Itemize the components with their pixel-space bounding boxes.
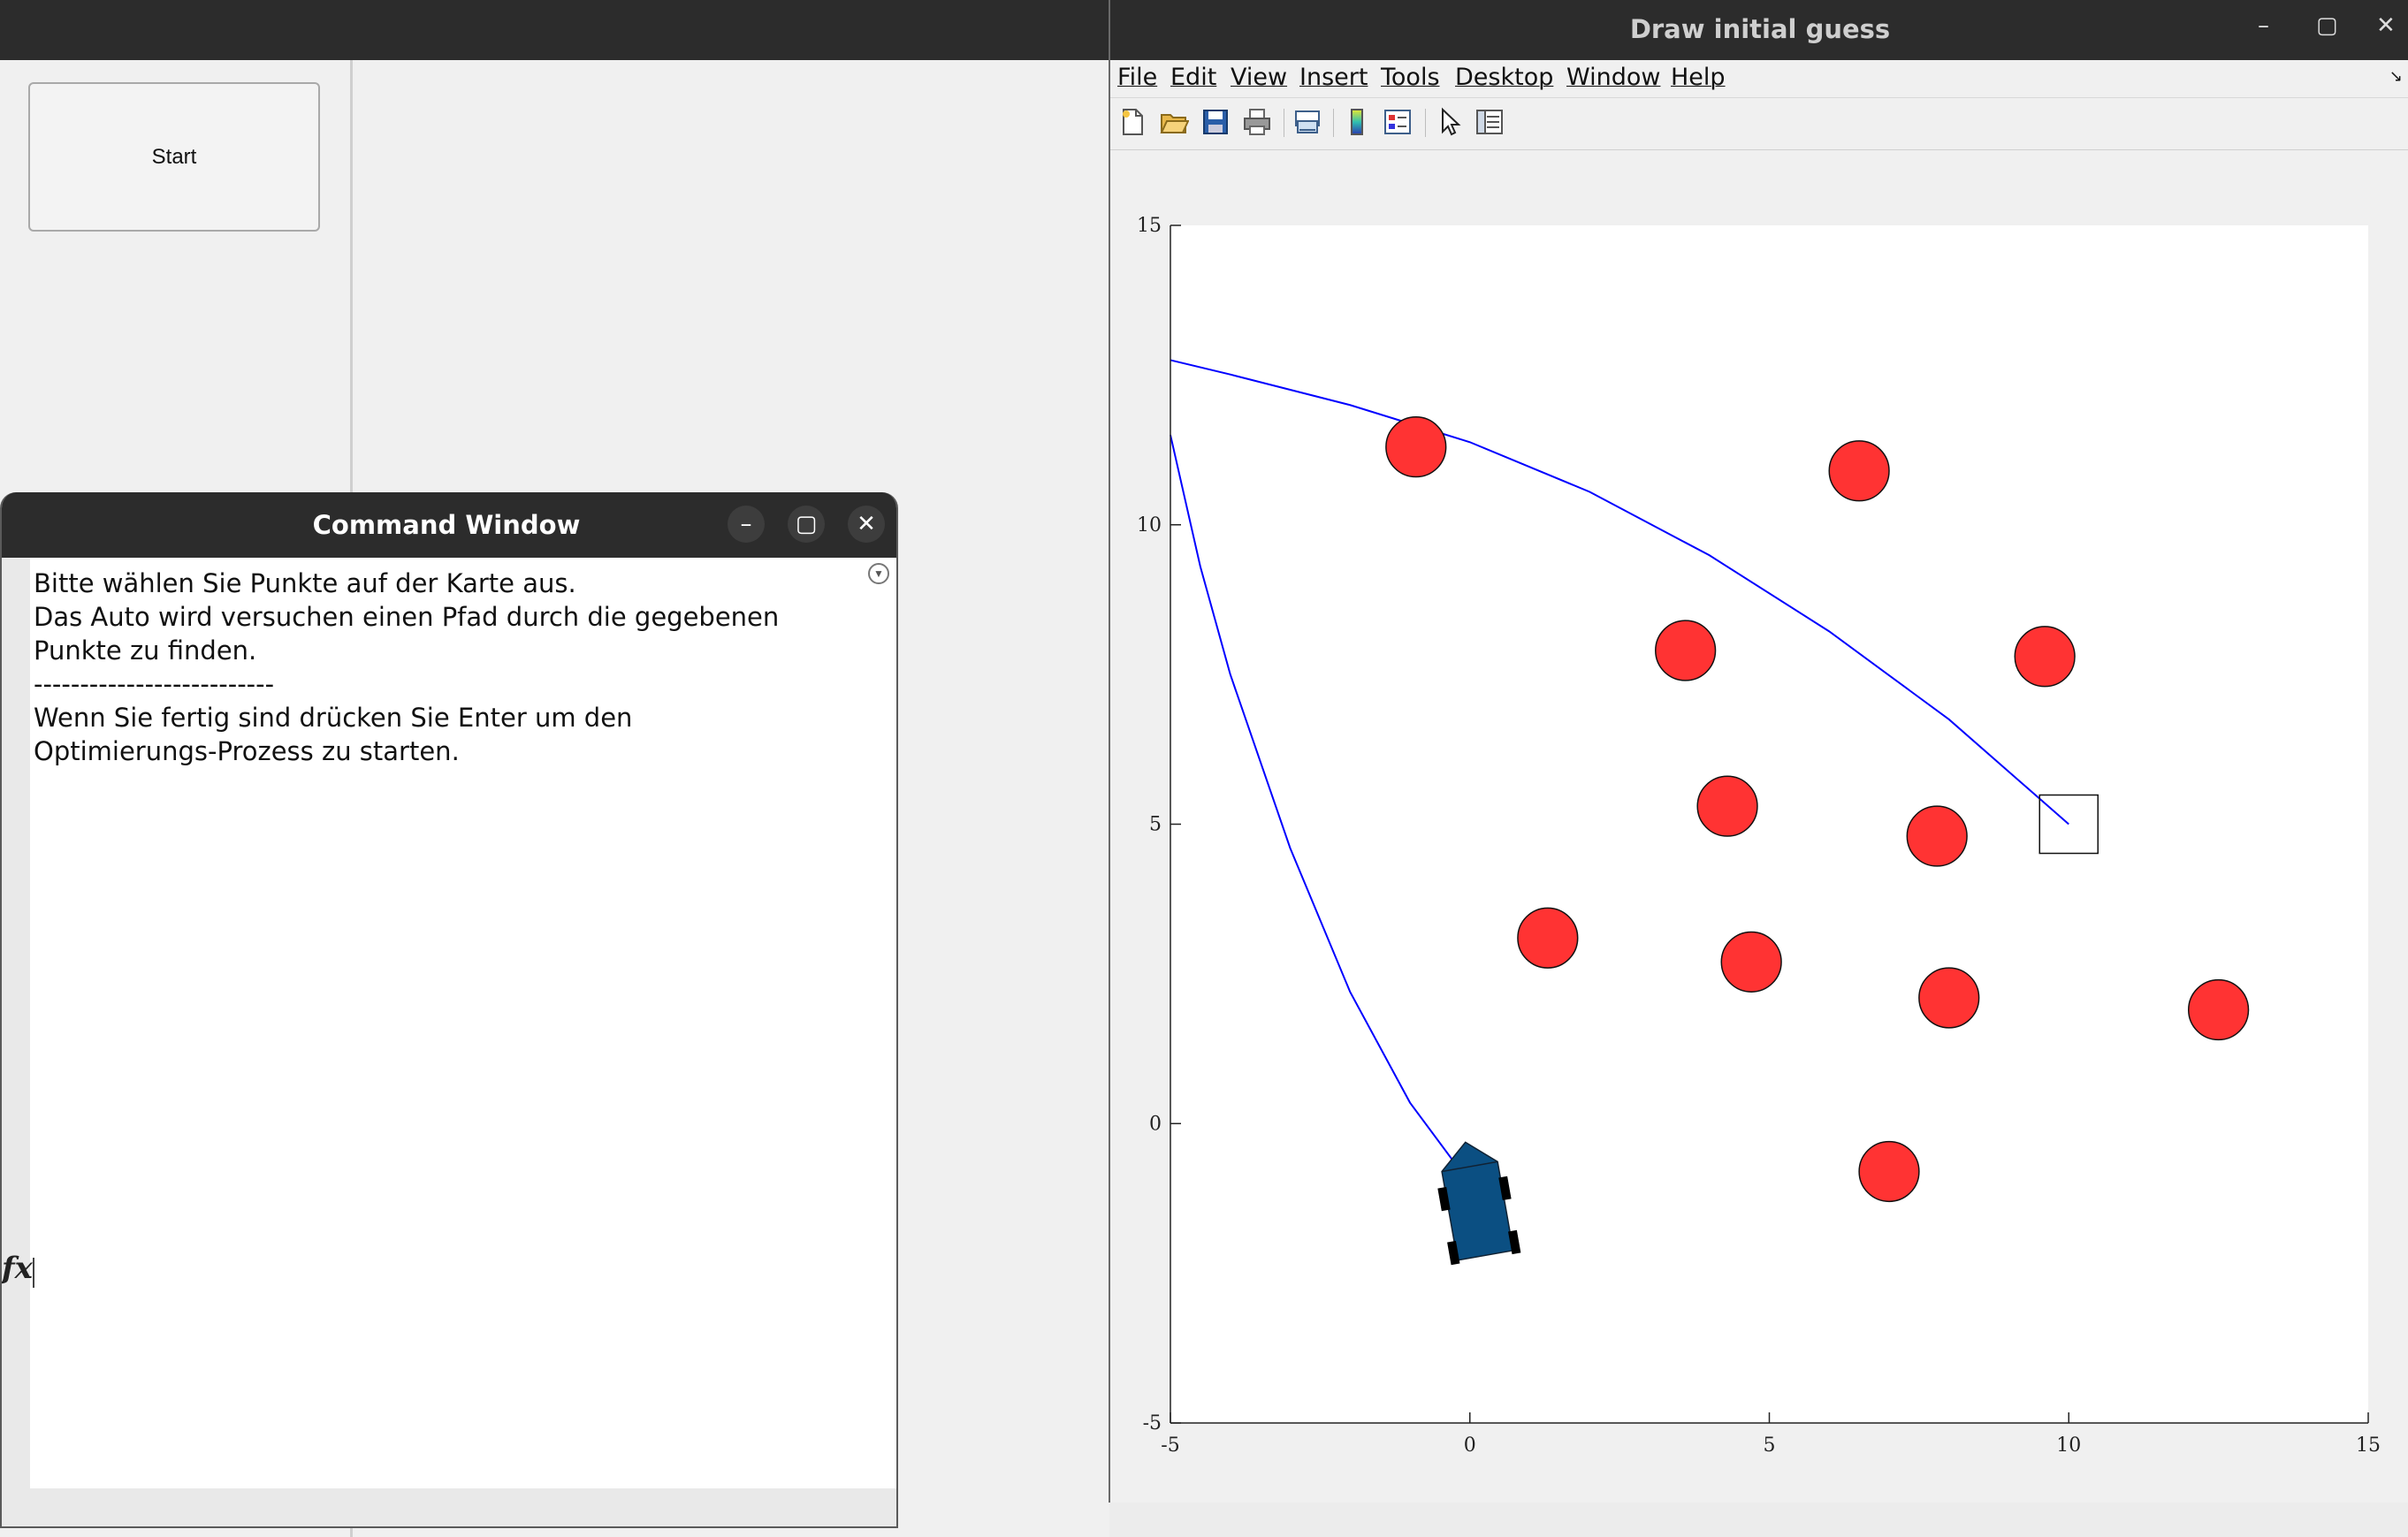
command-window-output[interactable]: Bitte wählen Sie Punkte auf der Karte au… xyxy=(30,558,896,1488)
menu-file[interactable]: File xyxy=(1117,64,1158,91)
axes-chart[interactable]: -5 0 5 10 15 -5 0 5 10 15 xyxy=(1110,150,2406,1494)
obstacle-point xyxy=(1828,440,1890,502)
menu-tools[interactable]: Tools xyxy=(1381,64,1440,91)
x-tick-label: 15 xyxy=(2356,1434,2381,1457)
save-icon[interactable] xyxy=(1200,107,1231,137)
x-tick-label: 0 xyxy=(1464,1434,1476,1457)
path-line xyxy=(1170,434,1471,1184)
dock-arrow-icon[interactable]: ↘ xyxy=(2389,67,2403,86)
maximize-button[interactable]: ▢ xyxy=(788,506,825,543)
car-wheel xyxy=(1437,1186,1451,1212)
obstacle-point xyxy=(1906,805,1968,867)
output-line: Optimierungs-Prozess zu starten. xyxy=(34,736,460,766)
obstacle-point xyxy=(2014,626,2076,688)
obstacle-point xyxy=(1655,620,1717,681)
pointer-icon[interactable] xyxy=(1434,107,1464,137)
figure-window-titlebar[interactable]: Draw initial guess – ▢ ✕ xyxy=(1110,0,2408,60)
y-tick-label: -5 xyxy=(1143,1412,1162,1434)
plot-area: -5 0 5 10 15 -5 0 5 10 15 xyxy=(1110,150,2408,1503)
y-tick-label: 0 xyxy=(1149,1113,1162,1135)
toolbar-separator xyxy=(1333,109,1334,137)
maximize-icon[interactable]: ▢ xyxy=(2316,12,2338,39)
background-app-titlebar xyxy=(0,0,1114,60)
figure-toolbar xyxy=(1110,97,2408,150)
legend-icon[interactable] xyxy=(1383,107,1413,137)
chevron-down-icon[interactable]: ▼ xyxy=(868,563,889,584)
menu-window[interactable]: Window xyxy=(1566,64,1661,91)
minimize-button[interactable]: – xyxy=(728,506,765,543)
obstacle-point xyxy=(1858,1140,1920,1203)
maximize-icon: ▢ xyxy=(795,511,818,537)
fx-prompt-icon[interactable]: fx xyxy=(2,1251,33,1286)
minimize-icon: – xyxy=(740,511,752,537)
x-tick-label: -5 xyxy=(1161,1434,1179,1457)
obstacle-point xyxy=(1385,416,1447,478)
text-caret xyxy=(33,1258,34,1288)
obstacle-point xyxy=(2188,978,2250,1041)
path-line xyxy=(1170,359,2069,826)
y-tick-label: 5 xyxy=(1149,814,1162,836)
figure-window: Draw initial guess – ▢ ✕ File Edit View … xyxy=(1109,0,2408,1503)
output-line: Wenn Sie fertig sind drücken Sie Enter u… xyxy=(34,703,633,733)
start-button[interactable]: Start xyxy=(28,82,320,232)
menu-insert[interactable]: Insert xyxy=(1299,64,1368,91)
output-line: Bitte wählen Sie Punkte auf der Karte au… xyxy=(34,568,576,598)
menu-view[interactable]: View xyxy=(1231,64,1288,91)
car-front-edge xyxy=(1441,1160,1498,1173)
command-window: Command Window – ▢ ✕ Bitte wählen Sie Pu… xyxy=(0,492,898,1528)
minimize-icon[interactable]: – xyxy=(2258,12,2269,39)
x-tick-label: 5 xyxy=(1764,1434,1776,1457)
property-inspector-icon[interactable] xyxy=(1475,107,1505,137)
command-output-text: Bitte wählen Sie Punkte auf der Karte au… xyxy=(34,567,779,768)
menu-help[interactable]: Help xyxy=(1671,64,1726,91)
close-icon: ✕ xyxy=(857,511,876,537)
figure-window-title: Draw initial guess xyxy=(1629,14,1891,44)
obstacle-point xyxy=(1696,775,1758,837)
axes-background[interactable] xyxy=(1170,225,2368,1423)
obstacle-point xyxy=(1720,931,1782,993)
command-window-title: Command Window xyxy=(312,510,581,540)
output-line: Punkte zu finden. xyxy=(34,635,257,666)
x-tick-label: 10 xyxy=(2056,1434,2081,1457)
y-tick-label: 10 xyxy=(1137,514,1162,536)
obstacle-point xyxy=(1918,967,1980,1029)
toolbar-separator xyxy=(1425,109,1426,137)
output-line: Das Auto wird versuchen einen Pfad durch… xyxy=(34,602,780,632)
car-wheel xyxy=(1498,1176,1512,1201)
obstacle-point xyxy=(1517,907,1579,969)
car-wheel xyxy=(1508,1229,1521,1255)
car-vehicle xyxy=(1437,1141,1521,1266)
command-window-titlebar[interactable]: Command Window – ▢ ✕ xyxy=(2,492,896,558)
print-icon[interactable] xyxy=(1242,107,1272,137)
link-plot-icon[interactable] xyxy=(1292,107,1322,137)
new-figure-icon[interactable] xyxy=(1117,107,1147,137)
target-marker xyxy=(2038,794,2099,855)
car-wheel xyxy=(1447,1240,1460,1266)
close-button[interactable]: ✕ xyxy=(848,506,885,543)
menu-desktop[interactable]: Desktop xyxy=(1455,64,1554,91)
close-icon[interactable]: ✕ xyxy=(2376,12,2396,39)
output-line: -------------------------- xyxy=(34,669,275,699)
menu-edit[interactable]: Edit xyxy=(1170,64,1217,91)
open-file-icon[interactable] xyxy=(1159,107,1189,137)
y-tick-label: 15 xyxy=(1137,215,1162,237)
menu-bar: File Edit View Insert Tools Desktop Wind… xyxy=(1110,60,2408,97)
colorbar-icon[interactable] xyxy=(1342,107,1372,137)
